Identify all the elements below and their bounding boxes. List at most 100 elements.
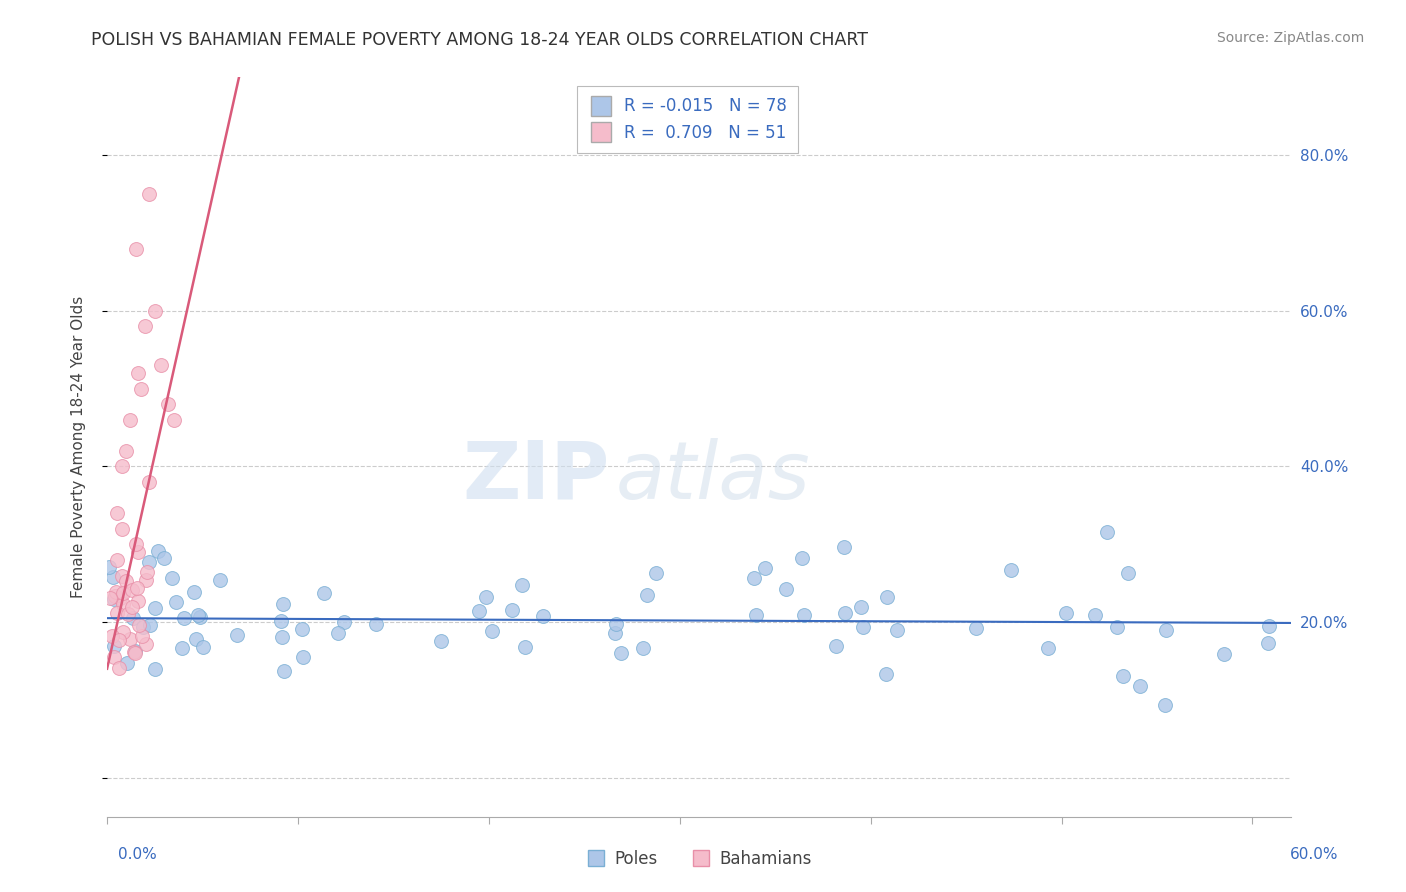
Point xyxy=(1084,607,1107,622)
Point xyxy=(754,561,776,575)
Point xyxy=(124,644,146,658)
Point xyxy=(183,585,205,599)
Text: ZIP: ZIP xyxy=(463,438,610,516)
Point xyxy=(501,603,523,617)
Point xyxy=(104,589,127,603)
Point xyxy=(886,624,908,638)
Point xyxy=(124,644,146,658)
Point xyxy=(481,624,503,639)
Text: 0.0%: 0.0% xyxy=(118,847,157,862)
Point xyxy=(127,545,149,559)
Point xyxy=(157,397,180,411)
Point xyxy=(1257,618,1279,632)
Point xyxy=(125,537,148,551)
Point xyxy=(270,615,292,629)
Point xyxy=(834,606,856,620)
Point xyxy=(117,607,139,622)
Point xyxy=(1257,636,1279,650)
Point xyxy=(965,622,987,636)
Point xyxy=(793,608,815,623)
Point xyxy=(610,646,633,660)
Point xyxy=(103,592,125,607)
Point xyxy=(852,620,875,634)
Point xyxy=(605,626,627,640)
Point xyxy=(187,608,209,623)
Point xyxy=(111,568,134,582)
Point xyxy=(139,617,162,632)
Point xyxy=(875,666,897,681)
Point xyxy=(515,640,537,654)
Point xyxy=(118,413,141,427)
Point xyxy=(107,632,129,647)
Point xyxy=(103,639,125,653)
Point xyxy=(135,637,157,651)
Point xyxy=(125,581,148,595)
Point xyxy=(1038,640,1060,655)
Point xyxy=(143,600,166,615)
Point xyxy=(98,591,121,606)
Point xyxy=(112,586,135,600)
Point xyxy=(291,649,314,664)
Point xyxy=(124,646,146,660)
Point xyxy=(1000,564,1022,578)
Y-axis label: Female Poverty Among 18-24 Year Olds: Female Poverty Among 18-24 Year Olds xyxy=(72,296,86,599)
Point xyxy=(333,615,356,629)
Point xyxy=(637,588,659,602)
Point xyxy=(633,640,655,655)
Point xyxy=(100,629,122,643)
Point xyxy=(127,594,149,608)
Point xyxy=(531,608,554,623)
Point xyxy=(165,595,187,609)
Point xyxy=(1116,566,1139,580)
Point xyxy=(148,544,170,558)
Point xyxy=(111,598,134,612)
Point xyxy=(138,475,160,489)
Point xyxy=(135,566,157,580)
Point xyxy=(105,506,128,520)
Point xyxy=(326,626,349,640)
Point xyxy=(153,551,176,566)
Point xyxy=(127,366,149,380)
Point xyxy=(111,459,134,474)
Point xyxy=(745,607,768,622)
Point xyxy=(364,617,387,632)
Text: Source: ZipAtlas.com: Source: ZipAtlas.com xyxy=(1216,31,1364,45)
Point xyxy=(160,571,183,585)
Point xyxy=(790,551,813,566)
Point xyxy=(110,591,132,605)
Point xyxy=(143,662,166,676)
Point xyxy=(1212,647,1234,661)
Point xyxy=(104,585,127,599)
Point xyxy=(105,553,128,567)
Text: 60.0%: 60.0% xyxy=(1291,847,1339,862)
Point xyxy=(475,591,498,605)
Point xyxy=(209,574,232,588)
Point xyxy=(134,319,156,334)
Point xyxy=(173,611,195,625)
Point xyxy=(271,597,294,611)
Point xyxy=(128,618,150,632)
Point xyxy=(108,661,131,675)
Point xyxy=(605,616,627,631)
Point xyxy=(1112,668,1135,682)
Point xyxy=(430,634,453,648)
Point xyxy=(132,620,155,634)
Legend: R = -0.015   N = 78, R =  0.709   N = 51: R = -0.015 N = 78, R = 0.709 N = 51 xyxy=(576,86,799,153)
Point xyxy=(1054,607,1077,621)
Point xyxy=(149,359,172,373)
Point xyxy=(291,622,314,636)
Point xyxy=(135,574,157,588)
Point xyxy=(468,604,491,618)
Text: atlas: atlas xyxy=(616,438,811,516)
Point xyxy=(118,632,141,647)
Point xyxy=(1154,698,1177,712)
Point xyxy=(111,625,134,640)
Point xyxy=(273,665,295,679)
Point xyxy=(510,578,533,592)
Point xyxy=(111,522,134,536)
Point xyxy=(103,650,125,665)
Point xyxy=(191,640,214,654)
Point xyxy=(876,590,898,604)
Point xyxy=(645,566,668,581)
Point xyxy=(1095,525,1118,540)
